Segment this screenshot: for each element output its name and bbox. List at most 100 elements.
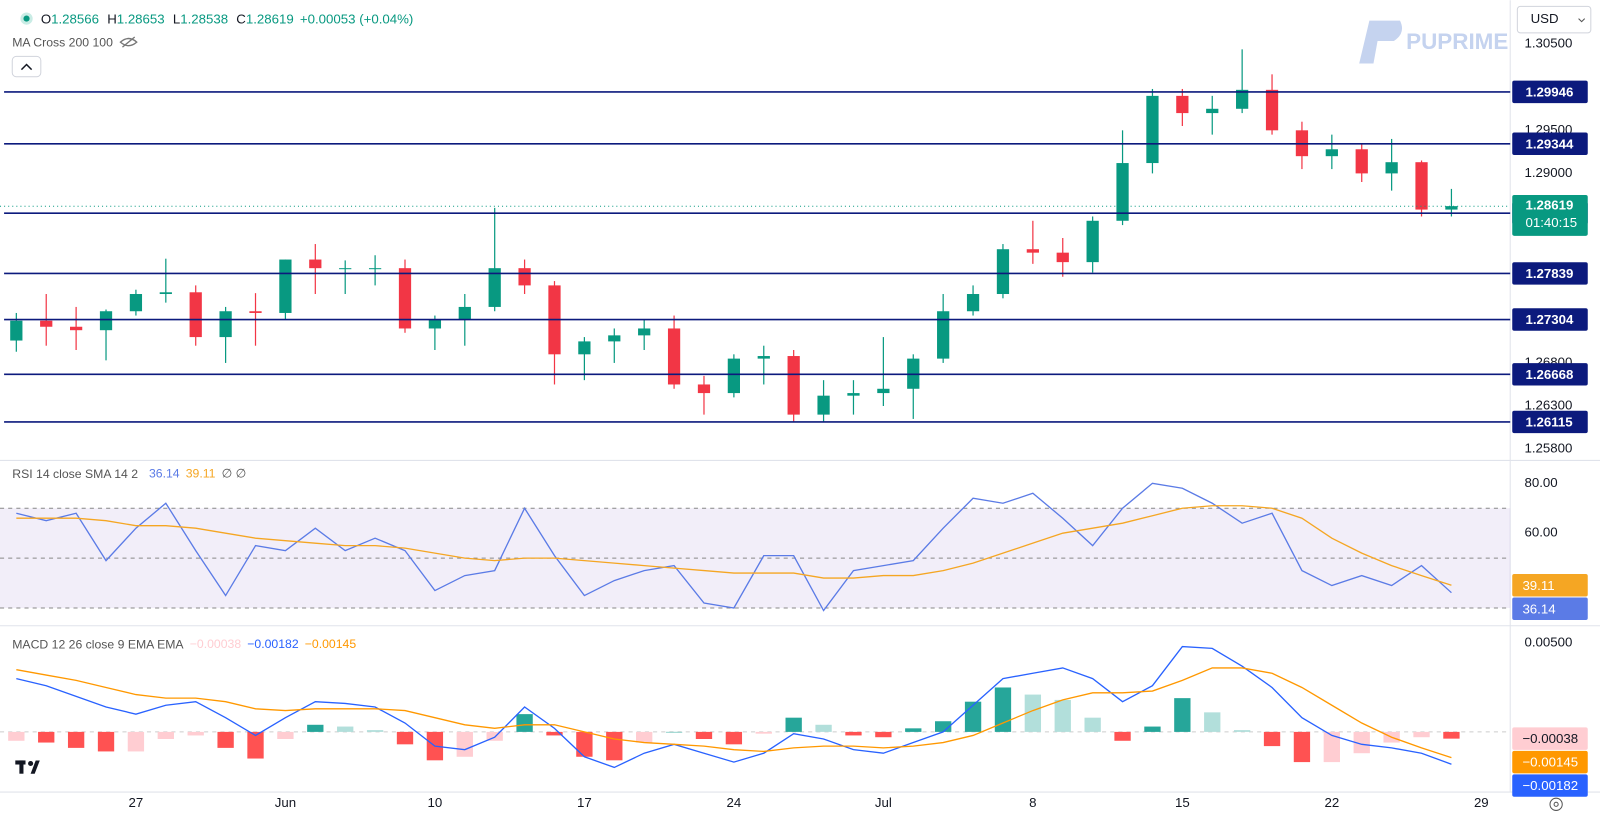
- candle-body: [1445, 206, 1458, 210]
- legend-value: −0.00145: [305, 637, 357, 651]
- histogram-bar: [456, 731, 473, 757]
- histogram-bar: [576, 731, 593, 757]
- change: +0.00053 (+0.04%): [300, 11, 413, 26]
- ohlc-key: L: [173, 11, 180, 26]
- macd-line: [16, 667, 1452, 759]
- ohlc-key: C: [236, 11, 246, 26]
- indicator-title: MACD 12 26 close 9 EMA EMA: [12, 637, 184, 651]
- x-tick-label: 15: [1175, 795, 1190, 810]
- candle-body: [847, 393, 860, 396]
- y-tick-label: 80.00: [1524, 475, 1557, 490]
- histogram-bar: [516, 714, 533, 732]
- value-box: [1512, 574, 1588, 597]
- candle-body: [1056, 252, 1069, 263]
- candle-body: [697, 384, 711, 394]
- x-tick-label: 27: [129, 795, 144, 810]
- x-tick-label: 17: [577, 795, 592, 810]
- candle-body: [398, 268, 412, 329]
- ohlc-header: O1.28566 H1.28653 L1.28538 C1.28619 +0.00053…: [41, 11, 414, 26]
- candle-body: [518, 268, 531, 286]
- settings-icon[interactable]: [1549, 797, 1563, 811]
- candle-body: [99, 311, 113, 331]
- histogram-bar: [1293, 731, 1311, 763]
- histogram-bar: [67, 731, 85, 748]
- collapse-button[interactable]: [11, 55, 42, 78]
- legend-value: 39.11: [186, 467, 216, 481]
- brand-logo: [1359, 20, 1403, 64]
- candle-body: [638, 328, 651, 336]
- currency-button[interactable]: [1516, 5, 1592, 34]
- histogram-bar: [1263, 731, 1281, 747]
- histogram-bar: [307, 724, 324, 732]
- candle-body: [1325, 149, 1338, 157]
- candle-body: [458, 306, 471, 320]
- candle-body: [70, 326, 83, 331]
- level-box: [1512, 308, 1588, 331]
- histogram-bar: [1024, 694, 1042, 732]
- ohlc-key: O: [41, 11, 51, 26]
- last-price-box: [1512, 194, 1588, 236]
- candle-body: [40, 320, 53, 327]
- candle-body: [1415, 162, 1428, 210]
- indicator-label: MA Cross 200 100: [12, 35, 113, 49]
- level-label: 1.29946: [1526, 84, 1574, 99]
- ohlc-value: 1.28653: [117, 11, 165, 26]
- y-tick-label: 1.26300: [1524, 398, 1572, 413]
- candle-body: [309, 259, 322, 269]
- value-box: [1512, 774, 1588, 797]
- x-tick-label: 29: [1474, 795, 1489, 810]
- y-tick-label: 1.30500: [1524, 36, 1572, 51]
- candle-body: [727, 358, 740, 394]
- indicator-line: [16, 482, 1452, 612]
- level-box: [1512, 410, 1588, 434]
- histogram-bar: [1353, 731, 1370, 754]
- histogram-bar: [785, 717, 802, 732]
- candle-body: [249, 311, 262, 313]
- candle-body: [1355, 149, 1368, 174]
- indicator-title: RSI 14 close SMA 14 2: [12, 467, 138, 481]
- candle-body: [996, 249, 1010, 295]
- histogram-bar: [8, 731, 25, 741]
- y-tick-label: 60.00: [1524, 525, 1557, 540]
- candle-body: [159, 292, 172, 295]
- brand: PUPRIME: [1406, 29, 1508, 54]
- level-label: 1.26668: [1526, 367, 1574, 382]
- y-tick-label: 0.00500: [1524, 635, 1572, 650]
- last-price-label: 1.28619: [1526, 198, 1574, 213]
- candle-body: [578, 341, 591, 355]
- indicator-values: −0.00038 −0.00182 −0.00145: [190, 637, 357, 651]
- value-box-label: −0.00038: [1522, 731, 1578, 746]
- histogram-bar: [1323, 731, 1340, 763]
- x-tick-label: 22: [1324, 795, 1339, 810]
- histogram-bar: [725, 731, 743, 745]
- hide-icon[interactable]: [119, 36, 138, 48]
- level-box: [1512, 80, 1588, 104]
- legend-suffix: ∅ ∅: [222, 467, 247, 481]
- value-box-label: −0.00182: [1522, 778, 1578, 793]
- value-box-label: 39.11: [1522, 578, 1554, 593]
- candle-body: [787, 356, 800, 415]
- x-tick-label: Jun: [275, 795, 296, 810]
- dropdown-icon: [1578, 18, 1586, 23]
- histogram-bar: [396, 731, 414, 745]
- candle-body: [1086, 220, 1099, 263]
- level-box: [1512, 262, 1588, 285]
- histogram-bar: [695, 731, 713, 739]
- currency: USD: [1531, 11, 1559, 26]
- level-box: [1512, 363, 1588, 386]
- candle-body: [1116, 163, 1129, 221]
- histogram-bar: [606, 731, 623, 761]
- candle-body: [667, 328, 681, 385]
- histogram-bar: [1054, 699, 1071, 732]
- value-box: [1512, 750, 1588, 774]
- candle-body: [966, 294, 980, 312]
- indicator-line: [16, 505, 1452, 586]
- candle-body: [877, 388, 890, 394]
- indicator-values: 36.14 39.11 ∅ ∅: [149, 467, 246, 481]
- histogram-bar: [636, 731, 653, 743]
- histogram-bar: [1413, 731, 1430, 738]
- histogram-bar: [546, 731, 563, 736]
- histogram-bar: [1233, 730, 1251, 732]
- histogram-bar: [905, 728, 922, 732]
